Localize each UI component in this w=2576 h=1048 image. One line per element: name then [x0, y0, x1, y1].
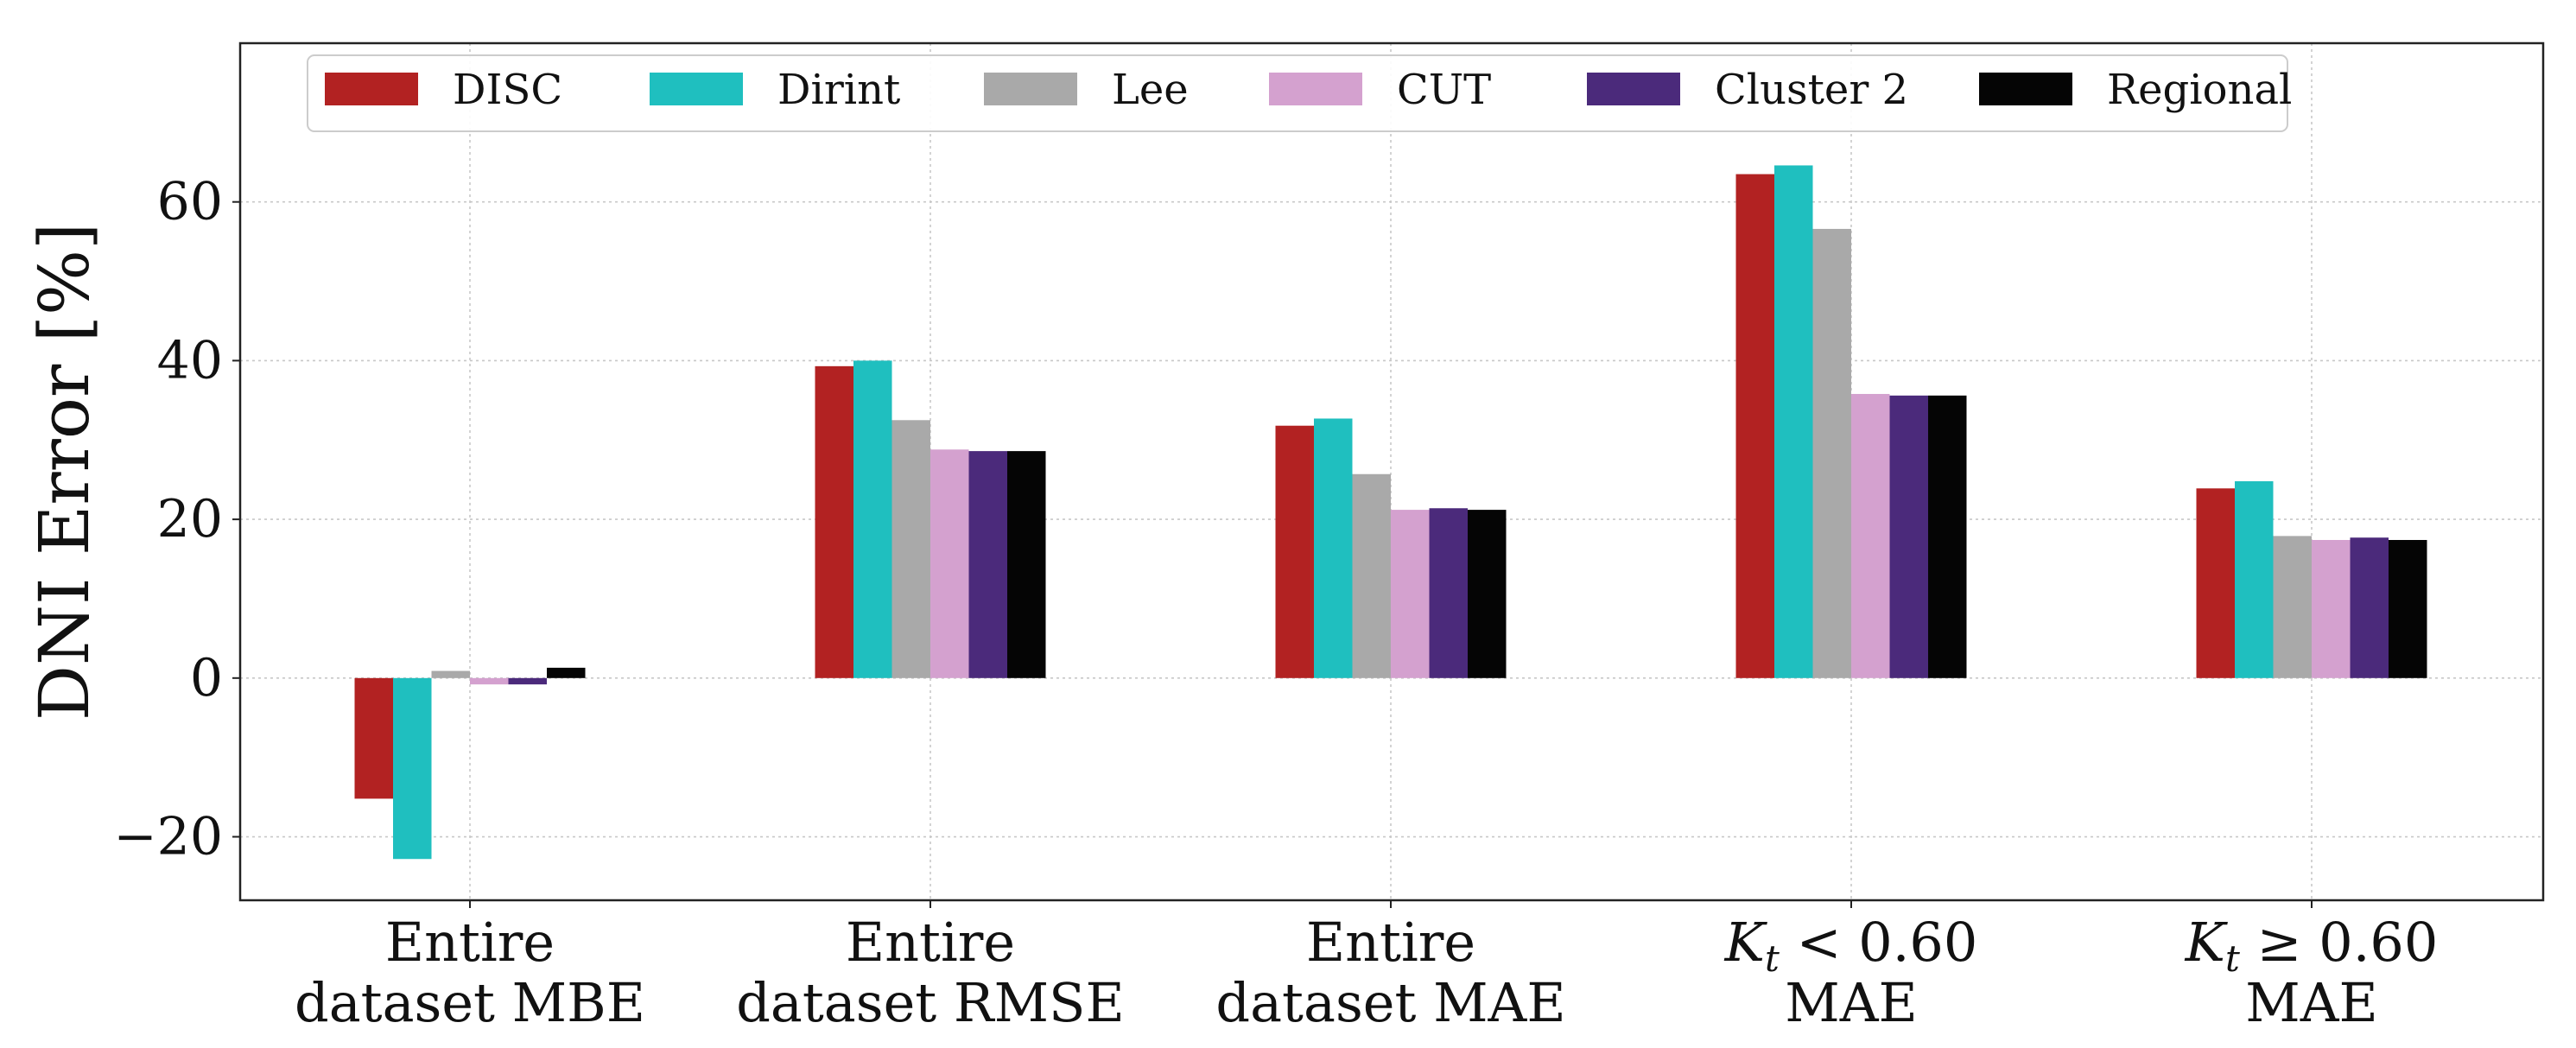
bar-dirint [853, 360, 892, 678]
y-axis-ticks: −20 0 20 40 60 [113, 172, 240, 867]
y-tick-label: −20 [113, 807, 223, 867]
plot-frame [238, 41, 2545, 902]
legend-label: CUT [1397, 66, 1491, 114]
bar-regional [1007, 451, 1046, 678]
bar-lee [1812, 228, 1851, 678]
bar-cut [930, 449, 969, 678]
x-tick-label: Entire [846, 911, 1015, 974]
legend-label: Regional [2107, 66, 2292, 114]
bar-disc [354, 677, 393, 799]
y-tick-label: 40 [157, 330, 223, 391]
bar-lee [1352, 473, 1391, 678]
bars [354, 165, 2427, 860]
x-tick-label: Kt ≥ 0.60 [2185, 911, 2439, 980]
bar-cluster-2 [2350, 537, 2389, 678]
bar-cluster-2 [1429, 508, 1468, 678]
legend-label: DISC [453, 66, 562, 114]
bar-cut [2312, 539, 2351, 678]
y-tick-label: 60 [157, 172, 223, 232]
bar-disc [1275, 425, 1314, 678]
legend-swatch [1979, 73, 2072, 105]
bar-dirint [2235, 481, 2274, 678]
legend-label: Cluster 2 [1715, 66, 1908, 114]
x-tick-label: dataset RMSE [736, 971, 1125, 1034]
bar-cut [1851, 393, 1890, 678]
legend-swatch [1587, 73, 1680, 105]
legend-swatch [650, 73, 743, 105]
bar-lee [2273, 536, 2312, 678]
bar-dirint [1774, 165, 1813, 678]
bar-cluster-2 [968, 451, 1007, 678]
bar-disc [815, 365, 853, 678]
x-tick-label: Entire [385, 911, 555, 974]
bar-cut [470, 677, 509, 685]
bar-regional [1468, 510, 1507, 678]
bar-dirint [393, 677, 432, 860]
bar-dirint [1314, 418, 1353, 678]
x-tick-label: dataset MAE [1215, 971, 1565, 1034]
x-tick-label: MAE [2245, 971, 2378, 1034]
x-tick-label: Entire [1306, 911, 1475, 974]
legend: DISC Dirint Lee CUT Cluster 2 Regional [307, 54, 2292, 132]
legend-swatch [325, 73, 418, 105]
bar-cluster-2 [508, 677, 547, 685]
y-axis-label: DNI Error [%] [24, 223, 105, 721]
bar-regional [1928, 395, 1967, 678]
bar-disc [2196, 488, 2235, 678]
x-tick-label: Kt < 0.60 [1724, 911, 1978, 980]
x-tick-label: dataset MBE [295, 971, 645, 1034]
bar-lee [431, 670, 470, 678]
bar-lee [891, 420, 930, 678]
grid-lines [240, 43, 2543, 900]
y-tick-label: 0 [190, 648, 223, 708]
legend-swatch [984, 73, 1077, 105]
legend-label: Lee [1112, 66, 1189, 114]
legend-swatch [1269, 73, 1362, 105]
bar-regional [547, 667, 586, 678]
legend-label: Dirint [777, 66, 900, 114]
bar-regional [2389, 539, 2427, 678]
y-tick-label: 20 [157, 489, 223, 549]
x-tick-label: MAE [1785, 971, 1918, 1034]
bar-cut [1391, 510, 1430, 678]
bar-cluster-2 [1889, 395, 1928, 678]
bar-disc [1735, 174, 1774, 678]
